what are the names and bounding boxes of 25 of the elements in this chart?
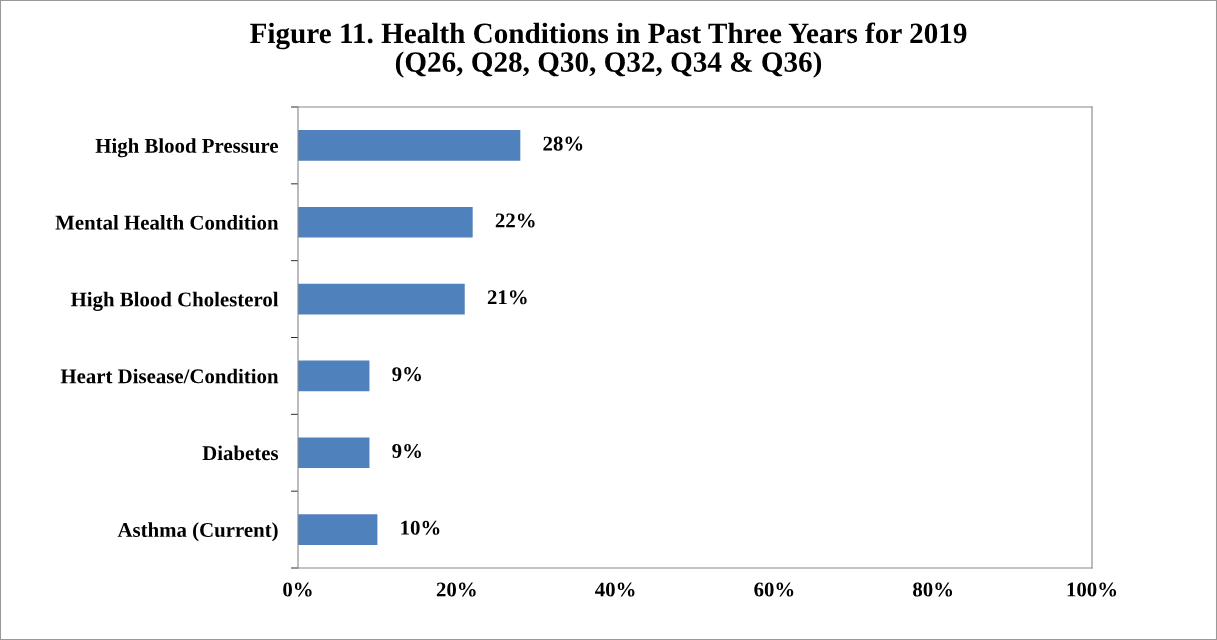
bar bbox=[298, 206, 473, 238]
data-label: 9% bbox=[392, 443, 421, 459]
y-tick-label: High Blood Pressure bbox=[95, 138, 279, 158]
data-label: 22% bbox=[495, 213, 535, 228]
y-tick-label: Asthma (Current) bbox=[117, 522, 278, 542]
data-label: 9% bbox=[392, 367, 421, 382]
y-tick-label: High Blood Cholesterol bbox=[70, 291, 279, 311]
data-label: 10% bbox=[401, 520, 440, 535]
x-tick-label: 0% bbox=[283, 582, 312, 597]
x-tick-label: 20% bbox=[436, 582, 476, 597]
x-tick-label: 100% bbox=[1067, 582, 1117, 597]
bar bbox=[298, 437, 370, 469]
y-tick-label: Mental Health Condition bbox=[55, 215, 279, 230]
y-tick-label: Heart Disease/Condition bbox=[60, 368, 279, 384]
bar bbox=[298, 360, 370, 392]
chart-title: Figure 11. Health Conditions in Past Three Years for 2019 (Q26, Q28, Q30, Q32, Q34 & Q36) bbox=[250, 22, 967, 78]
x-tick-label: 60% bbox=[754, 582, 794, 597]
bar bbox=[298, 283, 465, 315]
data-label: 28% bbox=[543, 136, 583, 151]
data-label: 21% bbox=[487, 290, 527, 305]
y-tick-label: Diabetes bbox=[202, 445, 279, 461]
bar bbox=[298, 514, 378, 545]
x-tick-label: 40% bbox=[595, 582, 635, 597]
bar bbox=[298, 130, 521, 161]
x-tick-label: 80% bbox=[913, 582, 953, 597]
